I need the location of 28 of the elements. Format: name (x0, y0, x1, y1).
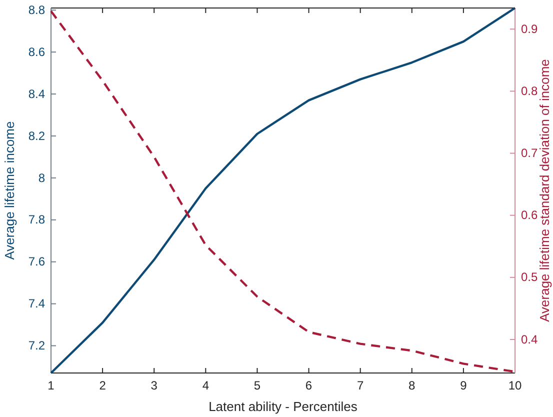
y-tick-label: 8.2 (28, 128, 46, 143)
y-tick-label: 8.4 (28, 86, 46, 101)
y2-tick-label: 0.8 (521, 84, 538, 98)
x-tick-label: 7 (356, 378, 364, 393)
y2-tick-label: 0.9 (521, 22, 538, 36)
y-tick-label: 7.6 (28, 254, 46, 269)
y-tick-label: 8.6 (28, 44, 46, 59)
x-tick-label: 9 (460, 378, 468, 393)
y-tick-label: 8.8 (28, 2, 46, 17)
y2-tick-label: 0.7 (521, 146, 538, 160)
y-axis-title: Average lifetime income (2, 121, 17, 260)
x-tick-label: 10 (508, 378, 522, 393)
x-tick-label: 3 (150, 378, 158, 393)
x-tick-label: 4 (202, 378, 210, 393)
y2-axis-title: Average lifetime standard deviation of income (537, 59, 552, 322)
x-tick-label: 1 (48, 378, 55, 393)
x-axis-title: Latent ability - Percentiles (208, 399, 358, 414)
x-tick-label: 8 (408, 378, 416, 393)
y2-tick-label: 0.5 (521, 270, 538, 284)
x-tick-label: 5 (254, 378, 261, 393)
y-tick-label: 7.2 (28, 338, 46, 353)
y2-tick-label: 0.4 (521, 332, 538, 346)
y-tick-label: 7.8 (28, 212, 46, 227)
x-tick-label: 2 (99, 378, 106, 393)
y2-tick-label: 0.6 (521, 208, 538, 222)
x-tick-label: 6 (305, 378, 312, 393)
y-tick-label: 8 (38, 170, 46, 185)
y-tick-label: 7.4 (28, 296, 46, 311)
